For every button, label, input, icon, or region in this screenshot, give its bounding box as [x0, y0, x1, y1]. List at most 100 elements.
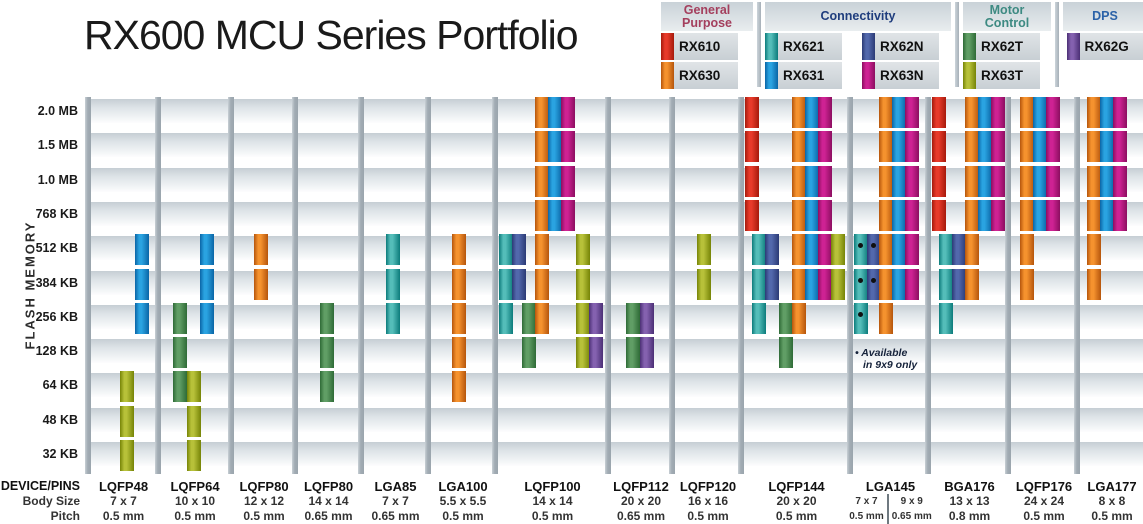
legend-group-motor-control: Motor Control RX62T RX63T — [963, 2, 1051, 89]
device-bar-rx610 — [932, 165, 946, 197]
device-bar-rx621 — [752, 268, 766, 300]
legend-group-title: Motor Control — [963, 2, 1051, 31]
device-bar-rx631 — [978, 97, 992, 128]
device-bar-rx63n — [561, 165, 575, 197]
pitch-value: 0.5 mm — [775, 509, 818, 523]
column-separator — [228, 97, 234, 474]
device-bar-rx62t — [522, 337, 536, 369]
device-bar-rx630 — [879, 199, 893, 231]
device-bar-rx63t — [697, 234, 711, 266]
device-bar-rx631 — [1100, 97, 1114, 128]
legend-group-title: Connectivity — [765, 2, 951, 31]
legend-item-label: RX62N — [875, 33, 939, 60]
legend-item-RX62T: RX62T — [963, 33, 1051, 60]
pitch-value: 0.5 mm — [531, 509, 574, 523]
availability-note: • Available in 9x9 only — [855, 348, 917, 371]
device-bar-rx630 — [879, 131, 893, 163]
package-footer-cell-lqfp80: LQFP80 14 x 14 0.65 mm — [281, 479, 377, 524]
body-size-value: 16 x 16 — [687, 494, 729, 508]
legend-item-RX63T: RX63T — [963, 62, 1051, 89]
device-bar-rx630 — [452, 302, 466, 334]
rx62t-color-chip-icon — [963, 33, 976, 60]
device-bar-rx631 — [200, 302, 214, 334]
legend-item-RX610: RX610 — [661, 33, 753, 60]
device-bar-rx610 — [932, 131, 946, 163]
device-bar-rx631 — [805, 97, 819, 128]
device-bar-rx62t — [522, 302, 536, 334]
device-bar-rx63n — [905, 268, 919, 300]
row-band — [85, 442, 1143, 466]
package-footer-cell-lga85: LGA85 7 x 7 0.65 mm — [348, 479, 444, 524]
package-footer-cell-lqfp144: LQFP144 20 x 20 0.5 mm — [749, 479, 845, 524]
grid: • Available in 9x9 only — [85, 97, 1143, 474]
device-bar-rx630 — [254, 268, 268, 300]
device-bar-rx63n — [905, 199, 919, 231]
device-bar-rx630 — [1020, 131, 1034, 163]
device-bar-rx62t — [320, 337, 334, 369]
rx631-color-chip-icon — [765, 62, 778, 89]
device-bar-rx62n — [512, 234, 526, 266]
package-footer-cell-lga145: LGA145 7 x 7 0.5 mm 9 x 9 0.65 mm — [843, 479, 939, 524]
device-bar-rx631 — [892, 234, 906, 266]
row-band — [85, 304, 1143, 329]
pitch-value: 0.5 mm — [174, 509, 216, 523]
device-bar-rx630 — [535, 131, 549, 163]
flash-size-tick-label: 48 KB — [42, 412, 78, 427]
legend-item-label: RX62T — [976, 33, 1040, 60]
device-bar-rx631 — [135, 302, 149, 334]
package-name: LQFP120 — [679, 479, 737, 494]
package-footer-cell-lqfp176: LQFP176 24 x 24 0.5 mm — [996, 479, 1092, 524]
availability-dot-icon — [871, 277, 876, 283]
device-bar-rx63n — [1046, 131, 1060, 163]
availability-note-line1: • Available — [855, 347, 908, 360]
device-bar-rx610 — [932, 199, 946, 231]
pitch-value: 0.5 mm — [102, 509, 145, 523]
device-bar-rx630 — [965, 268, 979, 300]
package-name: LGA100 — [438, 479, 488, 494]
device-bar-rx621 — [854, 234, 868, 266]
column-separator — [1005, 97, 1011, 474]
legend-group-title: DPS — [1063, 2, 1143, 31]
device-bar-rx63t — [576, 268, 590, 300]
body-size-value: 20 x 20 — [776, 494, 817, 508]
device-bar-rx631 — [805, 165, 819, 197]
device-bar-rx630 — [452, 371, 466, 403]
legend-items: RX621 RX62N RX631 RX63N — [765, 33, 951, 89]
flash-size-tick-label: 128 KB — [35, 344, 78, 359]
legend-group-connectivity: Connectivity RX621 RX62N RX631 RX63N — [765, 2, 951, 89]
column-separator — [85, 97, 91, 474]
legend-item-label: RX610 — [674, 33, 738, 60]
package-name: BGA176 — [944, 479, 995, 494]
device-bar-rx631 — [978, 131, 992, 163]
device-bar-rx630 — [535, 268, 549, 300]
device-bar-rx63n — [991, 131, 1005, 163]
package-name: LQFP80 — [239, 479, 289, 494]
pitch-value: 0.5 mm — [687, 509, 729, 523]
device-bar-rx621 — [499, 268, 513, 300]
legend-item-RX621: RX621 — [765, 33, 854, 60]
device-bar-rx62g — [589, 337, 603, 369]
device-bar-rx631 — [135, 268, 149, 300]
flash-size-tick-label: 384 KB — [35, 275, 78, 290]
device-bar-rx631 — [892, 131, 906, 163]
flash-size-tick-label: 768 KB — [35, 206, 78, 221]
package-body-pitch-7x7: 7 x 7 0.5 mm — [846, 494, 886, 524]
device-bar-rx631 — [1033, 97, 1047, 128]
pitch-value: 0.65 mm — [371, 509, 420, 523]
device-bar-rx630 — [1020, 97, 1034, 128]
availability-note-line2: in 9x9 only — [863, 358, 918, 371]
device-bar-rx63n — [905, 131, 919, 163]
device-bar-rx63n — [561, 97, 575, 128]
device-bar-rx63n — [905, 234, 919, 266]
device-bar-rx62n — [867, 268, 881, 300]
package-body-pitch-9x9: 9 x 9 0.65 mm — [889, 494, 935, 524]
device-bar-rx63n — [561, 199, 575, 231]
device-bar-rx621 — [854, 302, 868, 334]
rx630-color-chip-icon — [661, 62, 674, 89]
device-bar-rx63n — [818, 165, 832, 197]
legend-item-label: RX63T — [976, 62, 1040, 89]
legend-items: RX62T RX63T — [963, 33, 1051, 89]
device-bar-rx621 — [386, 302, 400, 334]
pitch-label: Pitch — [50, 509, 80, 523]
device-bar-rx63t — [576, 337, 590, 369]
